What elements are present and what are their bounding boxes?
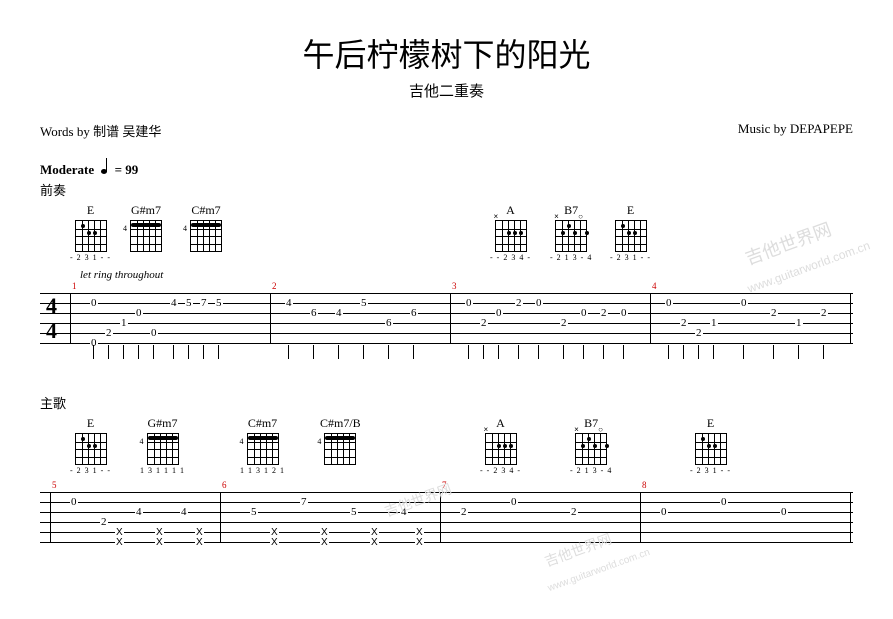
- chord-diagram: B7×○- 2 1 3 - 4: [570, 416, 612, 475]
- chord-diagram: C#m741 1 3 1 2 1: [240, 416, 285, 475]
- section-intro: 前奏: [40, 180, 853, 199]
- song-subtitle: 吉他二重奏: [40, 80, 853, 101]
- chord-diagram: E- 2 3 1 - -: [690, 416, 731, 475]
- tempo-marking: Moderate = 99: [40, 160, 853, 178]
- chord-diagram: C#m74: [190, 203, 222, 253]
- playing-instruction: let ring throughout: [80, 269, 853, 281]
- words-by: Words by 制谱 吴建华: [40, 121, 161, 140]
- chord-diagram: A×- - 2 3 4 -: [480, 416, 521, 475]
- chord-row-2: E- 2 3 1 - - G#m741 3 1 1 1 1 C#m741 1 3 1…: [40, 416, 853, 476]
- chord-diagram: C#m7/B4: [320, 416, 361, 466]
- chord-row-1: E- 2 3 1 - - G#m74 C#m74 A×- - 2 3 4 - B7×○-…: [40, 203, 853, 263]
- chord-diagram: G#m74: [130, 203, 162, 253]
- chord-diagram: E- 2 3 1 - -: [70, 203, 111, 262]
- tab-system-1: 44 1234021045750046456602020202002210212: [40, 283, 853, 373]
- chord-diagram: A×- - 2 3 4 -: [490, 203, 531, 262]
- chord-diagram: B7×○- 2 1 3 - 4: [550, 203, 592, 262]
- chord-diagram: E- 2 3 1 - -: [610, 203, 651, 262]
- tab-system-2: 567802445754202000XXXXXXXXXXXXXX: [40, 482, 853, 552]
- section-verse: 主歌: [40, 393, 853, 412]
- music-by: Music by DEPAPEPE: [738, 121, 853, 140]
- chord-diagram: G#m741 3 1 1 1 1: [140, 416, 185, 475]
- song-title: 午后柠檬树下的阳光: [40, 30, 853, 76]
- chord-diagram: E- 2 3 1 - -: [70, 416, 111, 475]
